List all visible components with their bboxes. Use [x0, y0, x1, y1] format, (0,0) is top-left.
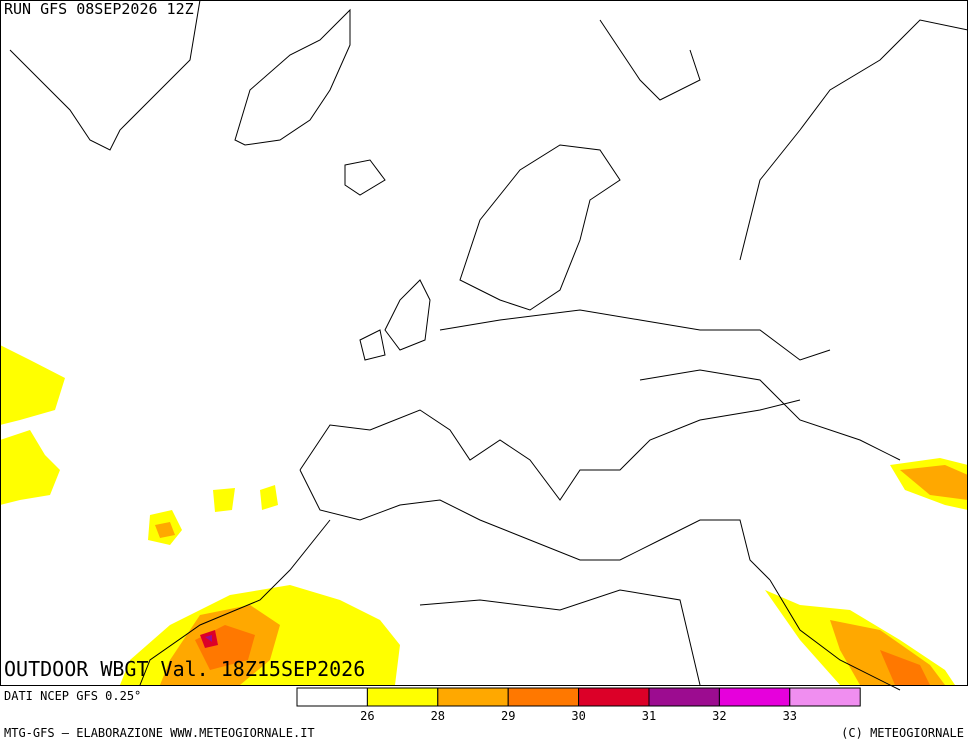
footer-right: (C) METEOGIORNALE — [841, 726, 964, 740]
legend-swatch — [437, 687, 509, 707]
legend: 26 28 29 30 31 32 33 — [296, 687, 861, 723]
legend-label: 31 — [642, 709, 656, 723]
run-label: RUN GFS 08SEP2026 12Z — [4, 0, 194, 18]
legend-label: 29 — [501, 709, 515, 723]
data-source: DATI NCEP GFS 0.25° — [4, 689, 141, 703]
legend-label: 26 — [360, 709, 374, 723]
legend-swatch — [718, 687, 791, 707]
legend-swatch — [789, 687, 861, 707]
legend-label: 32 — [712, 709, 726, 723]
legend-label: 28 — [431, 709, 445, 723]
coastlines — [9, 0, 968, 691]
footer-left: MTG-GFS — ELABORAZIONE WWW.METEOGIORNALE… — [4, 726, 315, 740]
legend-swatch — [507, 687, 580, 707]
legend-swatch — [296, 687, 368, 707]
map-title: OUTDOOR WBGT Val. 18Z15SEP2026 — [4, 657, 365, 681]
legend-swatch — [648, 687, 720, 707]
legend-swatch — [578, 687, 650, 707]
legend-label: 30 — [571, 709, 585, 723]
legend-label: 33 — [783, 709, 797, 723]
heat-areas — [0, 345, 968, 685]
legend-swatch — [366, 687, 439, 707]
